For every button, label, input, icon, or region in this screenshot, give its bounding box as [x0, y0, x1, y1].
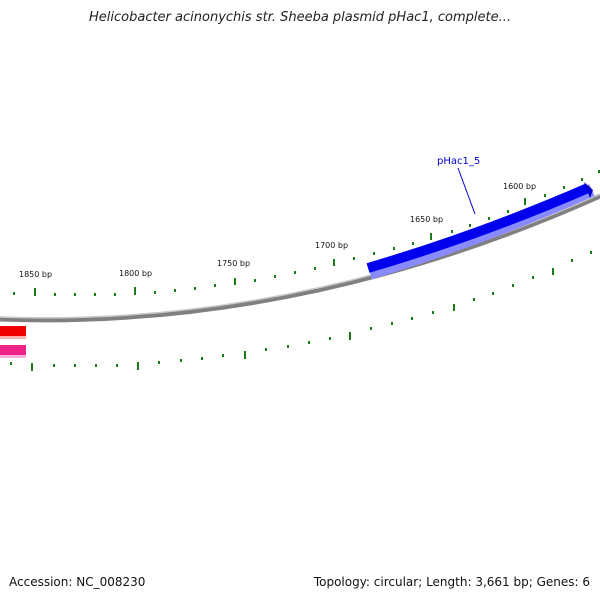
tick-label-1850: 1850 bp	[19, 270, 52, 279]
gene-red-block-shade	[0, 336, 26, 339]
tick-label-1700: 1700 bp	[315, 241, 348, 250]
feature-label[interactable]: pHac1_5	[437, 156, 480, 167]
tick-label-1750: 1750 bp	[217, 259, 250, 268]
feature-label-leader	[457, 167, 476, 215]
plasmid-backbone	[0, 193, 600, 323]
summary-label: Topology: circular; Length: 3,661 bp; Ge…	[313, 575, 590, 589]
inner-tick-ring	[10, 251, 592, 371]
gene-pink-block[interactable]	[0, 345, 26, 357]
plasmid-backbone-highlight	[0, 193, 600, 319]
gene-pHac1-5[interactable]	[366, 183, 590, 273]
gene-pHac1-5-arrowhead	[584, 182, 593, 198]
tick-label-1800: 1800 bp	[119, 269, 152, 278]
outer-tick-ring	[13, 170, 600, 296]
accession-label: Accession: NC_008230	[9, 575, 146, 589]
tick-label-1650: 1650 bp	[410, 215, 443, 224]
tick-label-1600: 1600 bp	[503, 182, 536, 191]
map-title: Helicobacter acinonychis str. Sheeba pla…	[89, 10, 511, 25]
gene-red-block[interactable]	[0, 326, 26, 338]
gene-pink-block-shade	[0, 355, 26, 358]
